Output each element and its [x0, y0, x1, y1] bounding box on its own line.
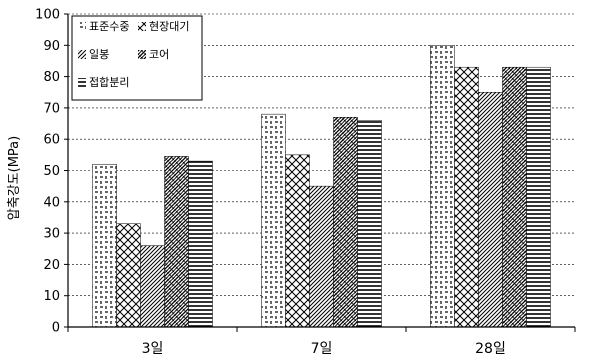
- bar-4-2: [333, 117, 358, 328]
- legend-label: 일봉: [89, 47, 109, 61]
- y-tick-label: 70: [43, 101, 60, 116]
- bar-5-2: [357, 120, 382, 328]
- x-category-labels: 3일 7일 28일: [142, 341, 506, 357]
- y-tick-label: 30: [43, 227, 60, 242]
- bar-2-3: [454, 66, 479, 328]
- bar-2-1: [116, 223, 141, 328]
- bar-1-2: [261, 113, 286, 328]
- legend-label: 접합분리: [89, 76, 129, 89]
- x-category-label: 3일: [142, 341, 164, 357]
- legend-label: 현장대기: [149, 20, 189, 33]
- bars: [92, 45, 551, 328]
- bar-1-3: [430, 45, 455, 328]
- legend-label: 표준수중: [89, 20, 129, 33]
- bar-3-3: [478, 92, 503, 328]
- legend-swatch: [78, 22, 86, 31]
- legend-swatch: [78, 78, 86, 87]
- legend-swatch: [138, 22, 146, 31]
- legend-swatch: [78, 50, 86, 59]
- y-tick-label: 0: [52, 321, 60, 336]
- legend-swatch: [138, 50, 146, 59]
- axes: [64, 13, 576, 332]
- x-category-label: 28일: [475, 341, 506, 357]
- bar-3-1: [140, 245, 165, 328]
- y-tick-label: 10: [43, 289, 60, 304]
- y-tick-label: 50: [43, 164, 60, 179]
- y-tick-label: 20: [43, 258, 60, 273]
- bar-4-1: [164, 156, 189, 328]
- bar-2-2: [285, 154, 310, 328]
- bar-3-2: [309, 185, 334, 328]
- legend-label: 코어: [149, 48, 169, 61]
- x-category-label: 7일: [311, 341, 333, 357]
- y-tick-labels: 0 10 20 30 40 50 60 70 80 90 100: [35, 8, 60, 336]
- bar-5-1: [188, 160, 213, 328]
- legend-box: [71, 15, 203, 101]
- bar-1-1: [92, 163, 117, 328]
- y-tick-label: 40: [43, 195, 60, 210]
- y-tick-label: 60: [43, 133, 60, 148]
- y-tick-label: 100: [35, 8, 60, 23]
- bar-4-3: [502, 66, 527, 328]
- y-axis-title: 압축강도(MPa): [7, 136, 22, 220]
- bar-5-3: [526, 66, 551, 328]
- y-tick-label: 80: [43, 70, 60, 85]
- y-tick-label: 90: [43, 39, 60, 54]
